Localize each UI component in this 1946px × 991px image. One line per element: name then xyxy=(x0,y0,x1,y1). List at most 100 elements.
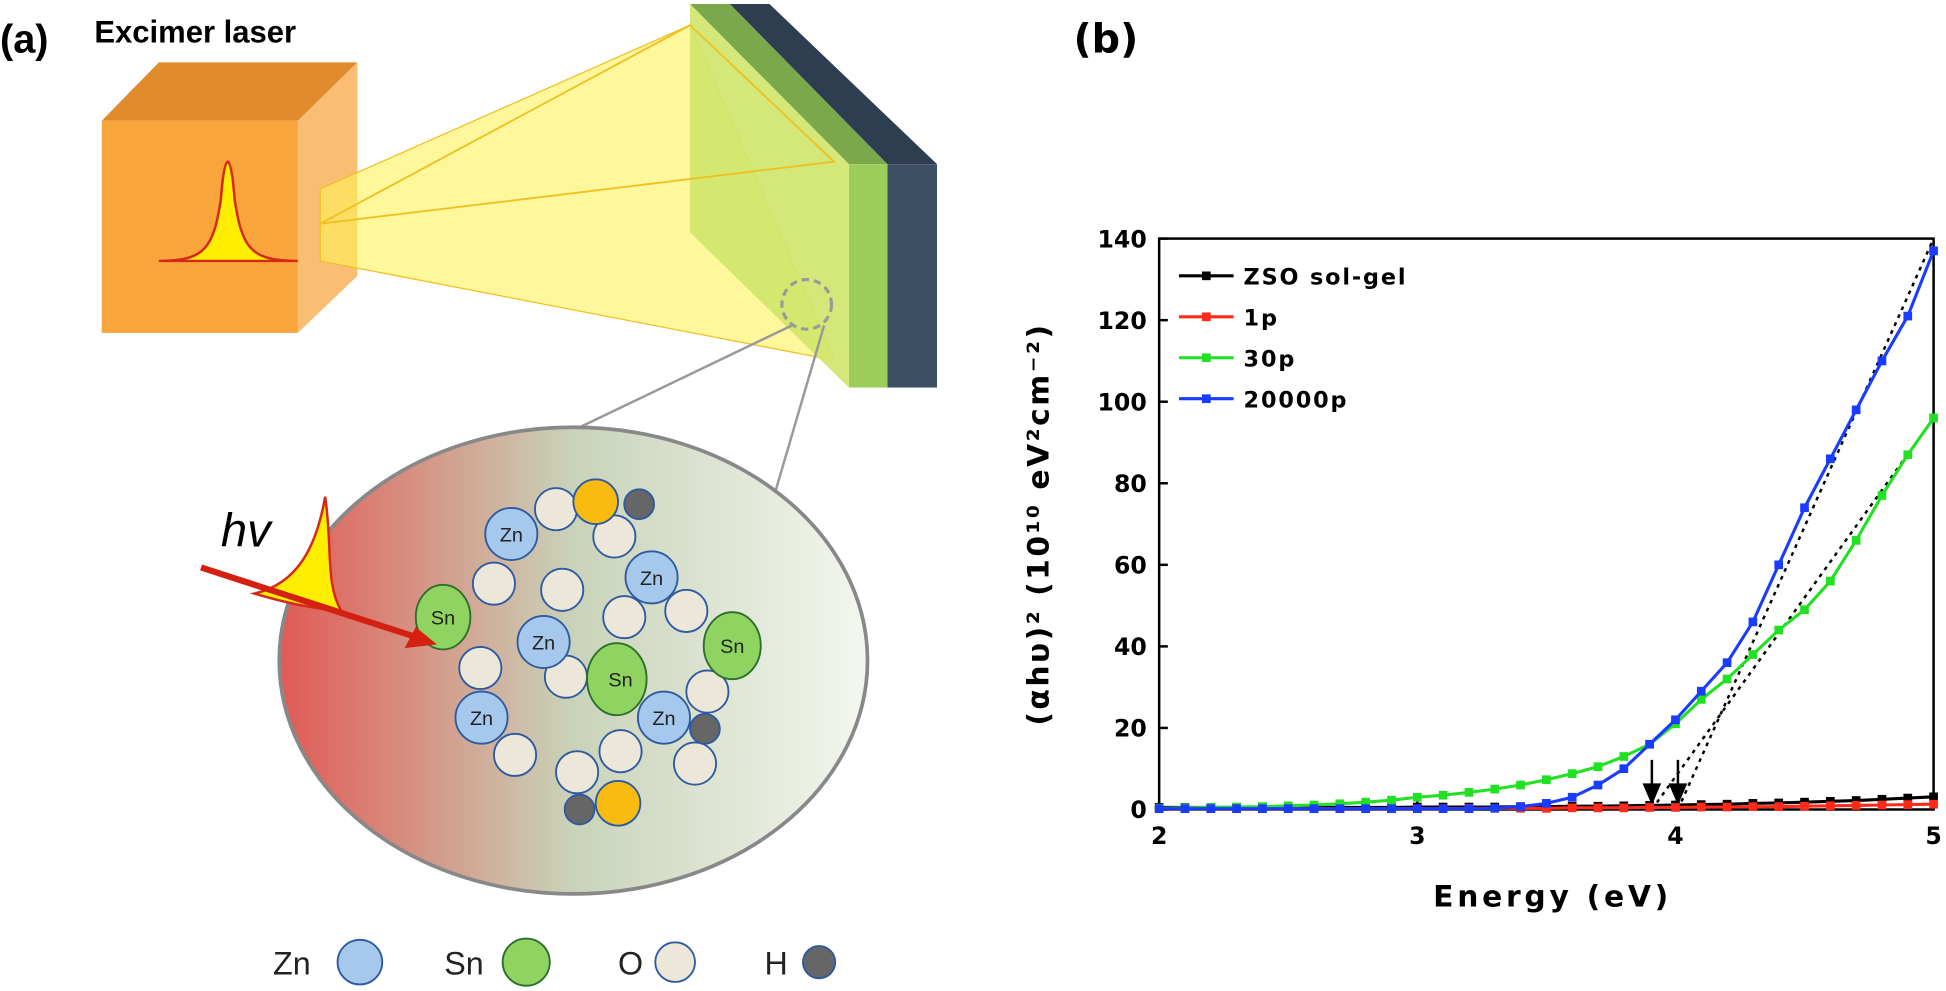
point xyxy=(1464,804,1474,814)
legend-label: 1p xyxy=(1244,305,1279,331)
legend-marker xyxy=(1201,394,1211,404)
point xyxy=(1800,503,1809,513)
point xyxy=(1851,796,1861,805)
point xyxy=(1903,800,1913,809)
legend-label: H xyxy=(765,946,788,982)
zoom-spot xyxy=(780,278,834,331)
photon-pulse xyxy=(249,496,344,613)
point xyxy=(1825,576,1835,586)
point xyxy=(1206,804,1216,814)
point xyxy=(1567,803,1577,813)
x-axis-label: Energy (eV) xyxy=(1433,879,1672,914)
y-tick-label: 60 xyxy=(1114,552,1147,580)
point xyxy=(1929,413,1938,423)
point xyxy=(1671,803,1680,812)
point xyxy=(1438,790,1448,800)
point xyxy=(1748,650,1758,659)
point xyxy=(1903,793,1913,803)
point xyxy=(1825,454,1835,464)
point xyxy=(1877,800,1887,810)
y-tick-label: 80 xyxy=(1114,470,1147,498)
point xyxy=(1774,560,1784,570)
point xyxy=(1542,803,1551,813)
y-tick-label: 100 xyxy=(1098,388,1147,416)
atom-label: Sn xyxy=(608,670,632,692)
point xyxy=(1387,795,1396,805)
point xyxy=(1722,802,1732,812)
legend-label: 20000p xyxy=(1244,387,1349,413)
point xyxy=(1645,739,1654,749)
beam-edge xyxy=(319,23,837,225)
film-side xyxy=(848,164,888,388)
point xyxy=(1619,764,1629,774)
point xyxy=(1154,804,1164,814)
point xyxy=(1180,804,1190,814)
point xyxy=(1800,801,1809,811)
point xyxy=(1361,797,1371,807)
slab-side xyxy=(887,164,938,388)
cube-top xyxy=(101,62,358,121)
point xyxy=(1593,803,1603,813)
point xyxy=(1696,695,1706,704)
cube-front xyxy=(101,120,298,333)
arrow-head xyxy=(404,627,437,649)
legend-marker xyxy=(1201,271,1211,281)
point xyxy=(1335,804,1345,814)
point xyxy=(1825,801,1835,811)
point xyxy=(1335,799,1345,809)
atom-label: Zn xyxy=(500,524,523,546)
panel-b: (b) Energy (eV) (αhυ)² (10¹⁰ eV²cm⁻²) 02… xyxy=(1022,16,1942,914)
x-tick-label: 2 xyxy=(1151,822,1167,850)
y-tick-label: 40 xyxy=(1114,633,1147,661)
x-tick-label: 3 xyxy=(1409,822,1425,850)
point xyxy=(1696,802,1706,812)
point xyxy=(1722,674,1732,684)
zoom-line xyxy=(774,325,826,491)
point xyxy=(1748,802,1758,811)
point xyxy=(1490,784,1500,794)
atom-label: Zn xyxy=(652,708,675,730)
point xyxy=(1903,450,1913,460)
legend-label: O xyxy=(618,946,643,982)
point xyxy=(1929,246,1938,256)
film-front xyxy=(690,4,849,388)
legend-label: Zn xyxy=(273,946,311,982)
point xyxy=(1645,803,1654,812)
y-axis-label: (αhυ)² (10¹⁰ eV²cm⁻²) xyxy=(1022,322,1057,725)
point xyxy=(1619,752,1629,761)
slab-top xyxy=(729,4,938,165)
point xyxy=(1851,801,1861,810)
point xyxy=(1593,780,1603,790)
x-tick-label: 5 xyxy=(1925,822,1941,850)
other-atoms xyxy=(414,478,762,827)
point xyxy=(1412,792,1422,802)
point xyxy=(1387,804,1396,814)
legend-label: 30p xyxy=(1244,346,1297,372)
point xyxy=(1877,794,1887,804)
pulse xyxy=(158,160,298,263)
point xyxy=(1851,536,1861,545)
point xyxy=(1825,796,1835,806)
zoom-line xyxy=(576,324,793,430)
panel-a: (a) Excimer laser Zn Zn Zn Zn Zn Sn Sn S… xyxy=(0,4,938,987)
atom-label: Zn xyxy=(470,708,493,730)
atom-label: Sn xyxy=(720,636,744,658)
atom-label: Zn xyxy=(532,632,555,654)
y-tick-label: 20 xyxy=(1114,715,1147,743)
point xyxy=(1309,804,1319,814)
y-tick-label: 120 xyxy=(1098,307,1147,335)
point xyxy=(1929,799,1938,809)
legend-marker xyxy=(1201,353,1211,363)
panel-label: (a) xyxy=(0,17,49,61)
point xyxy=(1542,799,1551,808)
series-line xyxy=(1159,250,1936,811)
point xyxy=(1774,625,1784,635)
y-tick-label: 140 xyxy=(1098,225,1147,253)
atom-legend xyxy=(336,937,837,987)
point xyxy=(1877,491,1887,500)
point xyxy=(1748,617,1758,627)
gap-arrows xyxy=(1642,759,1688,806)
point xyxy=(1619,803,1629,813)
point xyxy=(1929,792,1938,802)
